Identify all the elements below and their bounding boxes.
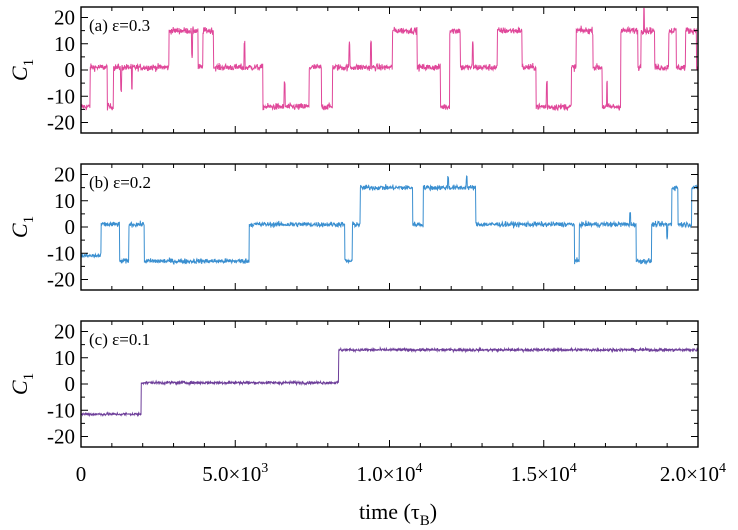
y-axis-label-sub: 1: [21, 59, 37, 67]
y-tick-label: -20: [47, 268, 75, 292]
y-tick-label: 0: [65, 215, 76, 239]
series-line: [81, 7, 698, 112]
x-tick-label: 1.0×104: [356, 461, 422, 486]
x-axis-label-main: time (τ: [359, 499, 420, 524]
y-axis-label: C1: [7, 373, 37, 395]
panel-label: (c) ε=0.1: [89, 330, 150, 349]
x-tick-label: 2.0×104: [660, 461, 726, 486]
x-tick-label: 0: [76, 462, 87, 486]
series-line: [81, 345, 698, 418]
x-tick-label-mantissa: 1.5×10: [511, 462, 570, 486]
y-axis-label-main: C: [7, 380, 32, 395]
y-axis-label: C1: [7, 216, 37, 238]
x-tick-label: 1.5×104: [511, 461, 577, 486]
y-tick-label: -20: [47, 111, 75, 135]
y-tick-label: 0: [65, 58, 76, 82]
y-tick-label: 20: [54, 163, 75, 187]
x-axis-label-sub: B: [420, 513, 430, 529]
y-tick-label: 10: [54, 346, 75, 370]
x-tick-label: 5.0×103: [202, 461, 268, 486]
y-tick-label: 20: [54, 6, 75, 30]
y-tick-label: 0: [65, 372, 76, 396]
x-tick-label-exponent: 4: [416, 461, 423, 476]
y-axis-label-main: C: [7, 66, 32, 81]
y-tick-label: -10: [47, 241, 75, 265]
x-axis: 0 5.0×103 1.0×104 1.5×104 2.0×104: [76, 461, 726, 486]
x-tick-label-mantissa: 5.0×10: [202, 462, 261, 486]
x-tick-label-mantissa: 1.0×10: [356, 462, 415, 486]
x-tick-label-mantissa: 0: [76, 462, 87, 486]
x-axis-label: time (τB): [359, 499, 437, 529]
x-tick-label-exponent: 4: [570, 461, 577, 476]
y-axis-label: C1: [7, 59, 37, 81]
y-tick-label: 10: [54, 189, 75, 213]
y-tick-label: -20: [47, 425, 75, 449]
x-axis-label-close: ): [430, 499, 437, 524]
panel-label: (b) ε=0.2: [89, 173, 151, 192]
y-tick-label: 20: [54, 320, 75, 344]
x-tick-label-exponent: 3: [261, 461, 268, 476]
panel-frame: [80, 163, 699, 291]
x-tick-label-exponent: 4: [719, 461, 726, 476]
y-axis-label-sub: 1: [21, 373, 37, 381]
panel-frame: [80, 6, 699, 134]
y-axis-label-sub: 1: [21, 216, 37, 224]
x-tick-label-mantissa: 2.0×10: [660, 462, 719, 486]
y-axis-label-main: C: [7, 223, 32, 238]
y-tick-label: -10: [47, 398, 75, 422]
y-tick-label: -10: [47, 84, 75, 108]
y-tick-label: 10: [54, 32, 75, 56]
series-line: [81, 175, 698, 266]
panel-label: (a) ε=0.3: [89, 16, 150, 35]
panel-frame: [80, 320, 699, 448]
